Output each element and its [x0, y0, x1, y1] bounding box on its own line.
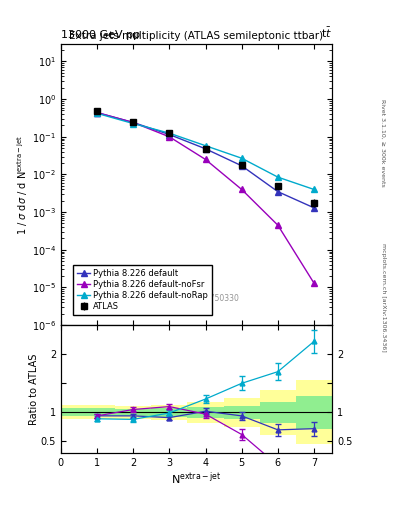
Pythia 8.226 default-noRap — [203, 143, 208, 149]
Pythia 8.226 default-noFsr — [131, 119, 136, 125]
Bar — [151, 405, 187, 420]
Line: Pythia 8.226 default-noRap: Pythia 8.226 default-noRap — [94, 111, 317, 192]
Pythia 8.226 default-noRap — [167, 130, 172, 136]
Pythia 8.226 default-noFsr — [275, 222, 280, 228]
Pythia 8.226 default — [275, 188, 280, 195]
Bar — [260, 390, 296, 435]
Bar — [260, 402, 296, 423]
Pythia 8.226 default-noFsr — [95, 110, 99, 116]
Bar — [115, 406, 151, 419]
Pythia 8.226 default — [95, 110, 99, 116]
Line: Pythia 8.226 default: Pythia 8.226 default — [94, 110, 317, 210]
Text: 13000 GeV pp: 13000 GeV pp — [61, 30, 140, 40]
Pythia 8.226 default — [167, 132, 172, 138]
Line: Pythia 8.226 default-noFsr: Pythia 8.226 default-noFsr — [94, 110, 317, 286]
Bar — [151, 408, 187, 417]
Y-axis label: 1 / $\sigma$ d$\sigma$ / d N$^{\mathrm{extra-jet}}$: 1 / $\sigma$ d$\sigma$ / d N$^{\mathrm{e… — [16, 134, 31, 234]
Bar — [224, 406, 260, 419]
Pythia 8.226 default-noFsr — [203, 156, 208, 162]
Bar — [61, 406, 79, 419]
Pythia 8.226 default — [203, 146, 208, 152]
Text: t$\bar{t}$: t$\bar{t}$ — [321, 26, 332, 40]
Bar — [296, 380, 332, 444]
Bar — [187, 407, 224, 418]
Pythia 8.226 default-noRap — [131, 120, 136, 126]
Legend: Pythia 8.226 default, Pythia 8.226 default-noFsr, Pythia 8.226 default-noRap, AT: Pythia 8.226 default, Pythia 8.226 defau… — [73, 265, 212, 315]
Text: ATLAS_2019_I1750330: ATLAS_2019_I1750330 — [153, 293, 240, 303]
Pythia 8.226 default-noRap — [239, 155, 244, 161]
Bar — [79, 406, 115, 419]
Bar — [314, 380, 332, 444]
Title: Extra jets multiplicity (ATLAS semileptonic ttbar): Extra jets multiplicity (ATLAS semilepto… — [70, 31, 323, 41]
X-axis label: N$^{\mathrm{extra-jet}}$: N$^{\mathrm{extra-jet}}$ — [171, 471, 222, 487]
Pythia 8.226 default-noFsr — [167, 134, 172, 140]
Bar — [224, 398, 260, 427]
Pythia 8.226 default — [131, 119, 136, 125]
Bar — [296, 396, 332, 429]
Bar — [314, 396, 332, 429]
Bar — [187, 402, 224, 423]
Pythia 8.226 default-noRap — [275, 174, 280, 180]
Bar — [115, 409, 151, 416]
Bar — [79, 409, 115, 416]
Pythia 8.226 default — [312, 205, 316, 211]
Y-axis label: Ratio to ATLAS: Ratio to ATLAS — [29, 353, 39, 425]
Bar — [61, 409, 79, 416]
Pythia 8.226 default-noRap — [95, 110, 99, 116]
Pythia 8.226 default-noFsr — [312, 280, 316, 286]
Text: mcplots.cern.ch [arXiv:1306.3436]: mcplots.cern.ch [arXiv:1306.3436] — [381, 243, 386, 351]
Pythia 8.226 default — [239, 163, 244, 169]
Text: Rivet 3.1.10, ≥ 300k events: Rivet 3.1.10, ≥ 300k events — [381, 99, 386, 187]
Pythia 8.226 default-noRap — [312, 186, 316, 193]
Pythia 8.226 default-noFsr — [239, 186, 244, 193]
